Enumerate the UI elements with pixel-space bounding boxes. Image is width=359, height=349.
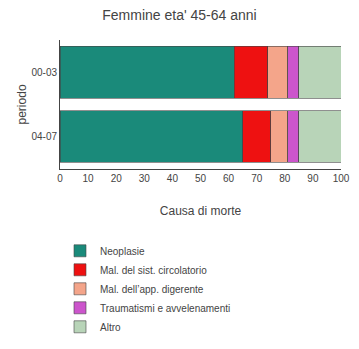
svg-text:60: 60 [223,173,235,184]
svg-text:100: 100 [333,173,350,184]
svg-text:Neoplasie: Neoplasie [100,246,145,257]
svg-text:Traumatismi e avvelenamenti: Traumatismi e avvelenamenti [100,303,230,314]
svg-text:Altro: Altro [100,322,121,333]
svg-text:0: 0 [57,173,63,184]
svg-text:80: 80 [279,173,291,184]
svg-text:periodo: periodo [15,84,29,124]
svg-text:04-07: 04-07 [31,131,57,142]
svg-text:Causa di morte: Causa di morte [160,204,242,218]
svg-text:Mal. dell’app. digerente: Mal. dell’app. digerente [100,284,204,295]
svg-text:30: 30 [139,173,151,184]
svg-text:Mal. del sist. circolatorio: Mal. del sist. circolatorio [100,265,207,276]
svg-text:70: 70 [251,173,263,184]
svg-text:Femmine eta' 45-64 anni: Femmine eta' 45-64 anni [102,7,256,23]
svg-text:10: 10 [83,173,95,184]
svg-text:20: 20 [111,173,123,184]
svg-text:00-03: 00-03 [31,67,57,78]
svg-text:40: 40 [167,173,179,184]
svg-text:90: 90 [307,173,319,184]
svg-text:50: 50 [195,173,207,184]
